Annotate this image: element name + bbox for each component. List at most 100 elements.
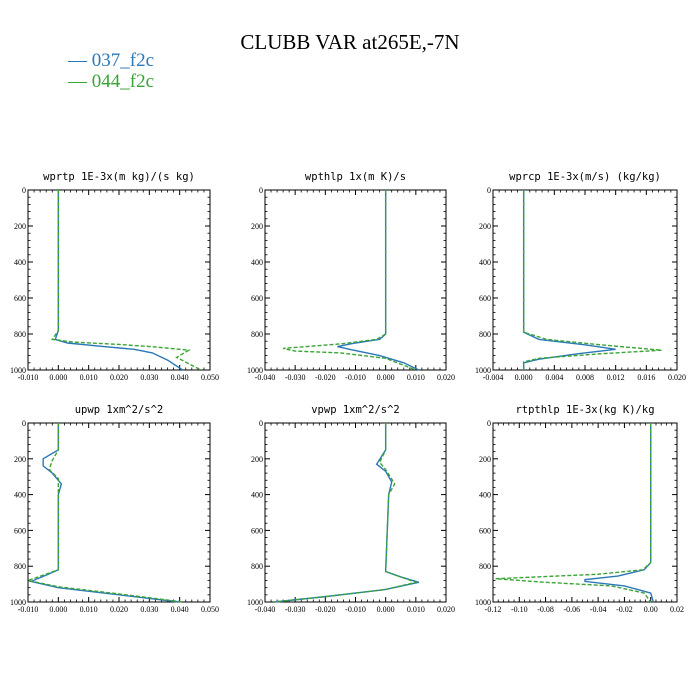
x-tick-label: 0.000 [515, 373, 533, 382]
x-tick-label: -0.010 [18, 373, 39, 382]
y-tick-label: 600 [479, 526, 491, 535]
x-tick-label: 0.000 [49, 373, 67, 382]
x-tick-label: 0.00 [644, 605, 658, 614]
x-tick-label: 0.050 [201, 605, 219, 614]
y-tick-label: 200 [251, 222, 263, 231]
legend-entry-044: — 044_f2c [68, 71, 155, 92]
x-tick-label: -0.010 [345, 605, 366, 614]
y-tick-label: 200 [251, 455, 263, 464]
series-line-044_f2c [282, 190, 417, 371]
y-tick-label: 200 [479, 222, 491, 231]
y-tick-label: 400 [479, 491, 491, 500]
y-tick-label: 200 [14, 222, 26, 231]
y-tick-label: 400 [479, 258, 491, 267]
panel-title: vpwp 1xm^2/s^2 [311, 404, 400, 416]
series-line-044_f2c [495, 423, 652, 603]
x-tick-label: 0.020 [668, 373, 686, 382]
y-tick-label: 800 [251, 562, 263, 571]
x-tick-label: 0.030 [140, 373, 158, 382]
x-tick-label: 0.030 [140, 605, 158, 614]
y-tick-label: 800 [479, 562, 491, 571]
x-tick-label: -0.040 [255, 373, 276, 382]
y-tick-label: 1000 [10, 366, 26, 375]
legend-entry-037: — 037_f2c [68, 50, 155, 71]
x-tick-label: -0.004 [483, 373, 504, 382]
x-tick-label: 0.010 [407, 373, 425, 382]
series-line-037_f2c [28, 423, 180, 603]
y-tick-label: 0 [259, 186, 263, 195]
page-title: CLUBB VAR at265E,-7N [240, 30, 460, 54]
y-tick-label: 800 [251, 330, 263, 339]
y-tick-label: 400 [14, 258, 26, 267]
plot-frame [27, 422, 211, 603]
x-tick-label: -0.020 [315, 373, 336, 382]
x-tick-label: -0.04 [590, 605, 607, 614]
panel-2: wpthlp 1x(m K)/s -0.040 -0.030 -0.020 -0.010… [247, 171, 455, 382]
panel-title: wprcp 1E-3x(m/s) (kg/kg) [509, 171, 661, 183]
y-tick-label: 0 [259, 419, 263, 428]
panel-title: wpthlp 1x(m K)/s [305, 171, 406, 183]
x-tick-label: 0.020 [437, 373, 455, 382]
y-tick-label: 200 [479, 455, 491, 464]
y-tick-label: 600 [251, 526, 263, 535]
x-tick-label: 0.016 [637, 373, 655, 382]
series-line-044_f2c [51, 190, 202, 371]
y-tick-label: 0 [22, 186, 26, 195]
x-tick-label: -0.08 [537, 605, 554, 614]
series-line-037_f2c [54, 190, 184, 371]
y-tick-label: 400 [251, 258, 263, 267]
y-tick-label: 1000 [247, 598, 263, 607]
x-tick-label: -0.030 [285, 605, 306, 614]
x-tick-label: 0.02 [670, 605, 684, 614]
x-tick-label: 0.050 [201, 373, 219, 382]
x-tick-label: 0.008 [576, 373, 594, 382]
panel-4: upwp 1xm^2/s^2 -0.010 0.000 0.010 0.020 0.030… [10, 404, 219, 614]
x-tick-label: -0.02 [616, 605, 633, 614]
y-tick-label: 1000 [247, 366, 263, 375]
panel-5: vpwp 1xm^2/s^2 -0.040 -0.030 -0.020 -0.010 0.… [247, 404, 455, 614]
y-tick-label: 600 [251, 294, 263, 303]
y-tick-label: 0 [22, 419, 26, 428]
x-tick-label: 0.040 [171, 373, 189, 382]
x-tick-label: -0.030 [285, 373, 306, 382]
x-tick-label: 0.010 [80, 373, 98, 382]
series-line-044_f2c [25, 423, 183, 603]
x-tick-label: -0.06 [564, 605, 581, 614]
y-tick-label: 800 [14, 330, 26, 339]
x-tick-label: 0.010 [407, 605, 425, 614]
series-line-044_f2c [273, 423, 419, 603]
panel-title: wprtp 1E-3x(m kg)/(s kg) [43, 171, 195, 183]
x-tick-label: 0.000 [377, 605, 395, 614]
panel-title: upwp 1xm^2/s^2 [75, 404, 164, 416]
y-tick-label: 0 [487, 419, 491, 428]
x-tick-label: -0.020 [315, 605, 336, 614]
y-tick-label: 600 [479, 294, 491, 303]
x-tick-label: 0.012 [607, 373, 625, 382]
y-tick-label: 600 [14, 526, 26, 535]
x-tick-label: 0.020 [110, 605, 128, 614]
series-line-044_f2c [522, 190, 662, 370]
x-tick-label: 0.000 [49, 605, 67, 614]
panel-3: wprcp 1E-3x(m/s) (kg/kg) -0.004 0.000 0.004… [475, 171, 686, 382]
y-tick-label: 200 [14, 455, 26, 464]
x-tick-label: -0.12 [485, 605, 502, 614]
y-tick-label: 600 [14, 294, 26, 303]
x-tick-label: 0.040 [171, 605, 189, 614]
panel-6: rtpthlp 1E-3x(kg K)/kg -0.12 -0.10 -0.08 -0.… [475, 404, 684, 614]
y-tick-label: 400 [251, 491, 263, 500]
y-tick-label: 800 [479, 330, 491, 339]
y-tick-label: 0 [487, 186, 491, 195]
plot-frame [492, 422, 678, 603]
x-tick-label: -0.040 [255, 605, 276, 614]
x-tick-label: 0.000 [377, 373, 395, 382]
y-tick-label: 1000 [475, 598, 491, 607]
series-line-037_f2c [584, 423, 655, 603]
y-tick-label: 400 [14, 491, 26, 500]
series-line-037_f2c [522, 190, 616, 370]
y-tick-label: 1000 [475, 366, 491, 375]
plot-frame [264, 422, 447, 603]
x-tick-label: 0.004 [545, 373, 563, 382]
panel-title: rtpthlp 1E-3x(kg K)/kg [515, 404, 654, 416]
plot-frame [27, 189, 211, 371]
